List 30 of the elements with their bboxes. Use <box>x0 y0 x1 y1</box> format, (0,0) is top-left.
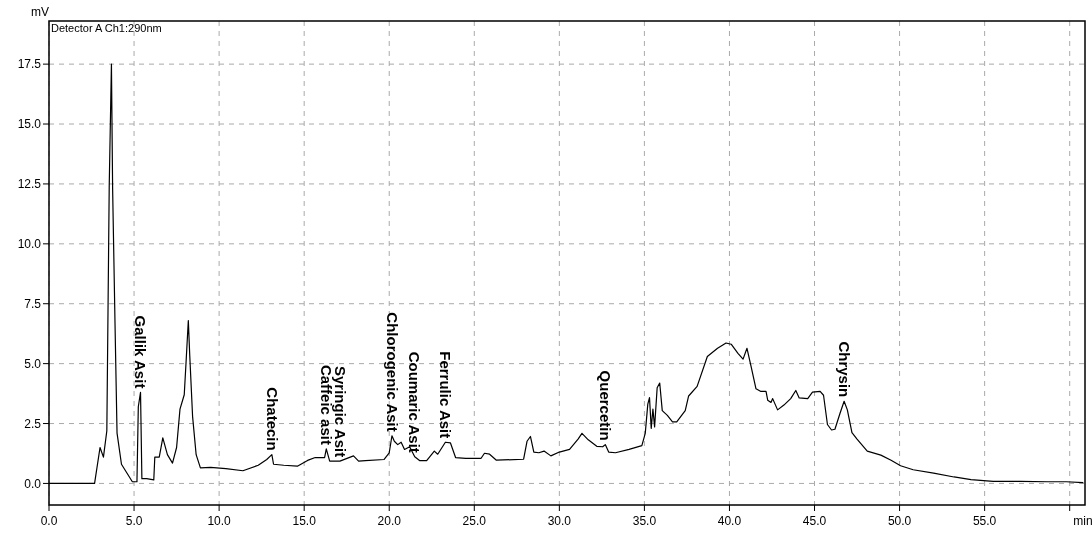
x-tick-label: 0.0 <box>40 514 58 528</box>
annotation: Coumaric Asit <box>406 351 424 453</box>
annotation: Detector A Ch1:290nm <box>51 22 162 34</box>
y-tick-label: 5.0 <box>24 356 42 371</box>
x-tick-label: 55.0 <box>972 514 997 528</box>
annotation: Ferrulic Asit <box>437 351 455 439</box>
annotation: Chrysin <box>835 341 853 398</box>
y-tick-label: 2.5 <box>24 416 42 431</box>
y-tick-label: 0.0 <box>24 476 42 491</box>
x-tick-label: 20.0 <box>377 514 402 528</box>
y-tick-label: 15.0 <box>17 117 42 132</box>
annotation: Chlorogenic Asit <box>383 312 401 432</box>
x-tick-label: 50.0 <box>887 514 912 528</box>
x-tick-label: 30.0 <box>547 514 572 528</box>
x-tick-label: 10.0 <box>207 514 232 528</box>
y-tick-label: 17.5 <box>17 57 42 72</box>
x-tick-label: 15.0 <box>292 514 317 528</box>
annotation: Gallik Asit <box>132 315 150 389</box>
x-tick-label: 40.0 <box>717 514 742 528</box>
y-tick-label: 12.5 <box>17 177 42 192</box>
y-axis-title: mV <box>31 5 49 19</box>
x-axis-title: min <box>1073 514 1092 528</box>
x-tick-label: 45.0 <box>802 514 827 528</box>
y-tick-label: 10.0 <box>17 237 42 252</box>
x-tick-label: 35.0 <box>632 514 657 528</box>
x-tick-label: 5.0 <box>125 514 143 528</box>
x-tick-label: 25.0 <box>462 514 487 528</box>
y-tick-label: 7.5 <box>24 296 42 311</box>
annotation: Quercetin <box>597 370 615 441</box>
annotation: Chatecin <box>263 387 281 451</box>
